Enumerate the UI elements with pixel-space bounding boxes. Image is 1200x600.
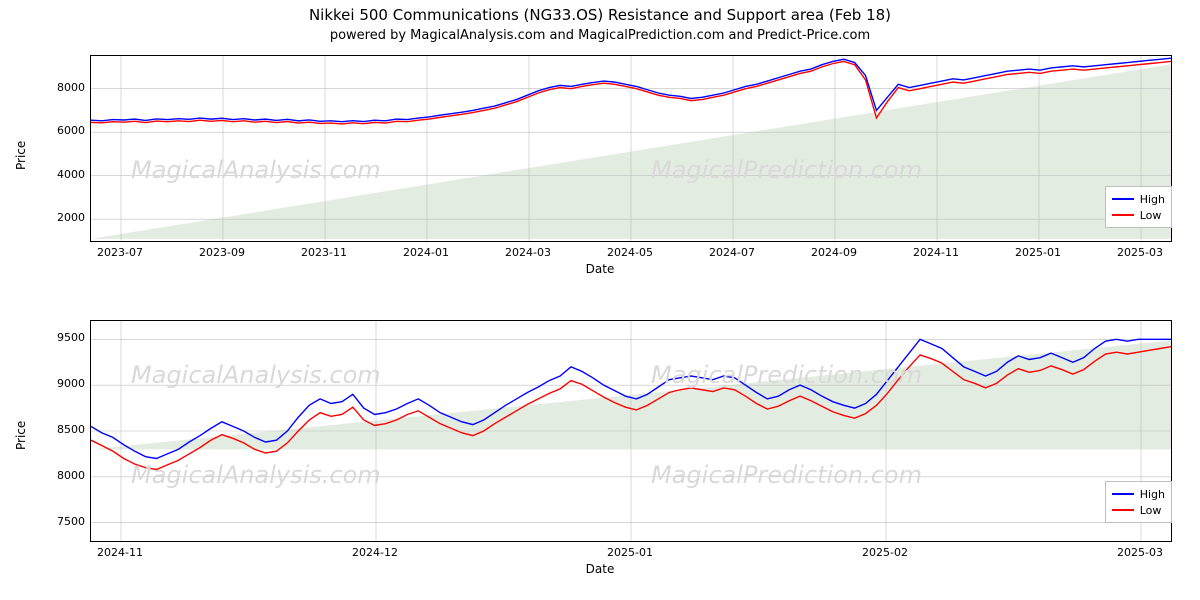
top-chart-xlabel: Date [0, 262, 1200, 276]
xtick-label: 2024-07 [709, 246, 755, 259]
chart-title: Nikkei 500 Communications (NG33.OS) Resi… [0, 6, 1200, 24]
legend-swatch-high [1112, 493, 1134, 495]
ytick-label: 2000 [5, 211, 85, 224]
legend-label-high: High [1140, 193, 1165, 206]
xtick-label: 2025-01 [1015, 246, 1061, 259]
legend-row-low: Low [1112, 502, 1165, 518]
ytick-label: 7500 [5, 515, 85, 528]
ytick-label: 8000 [5, 81, 85, 94]
ytick-label: 8500 [5, 423, 85, 436]
ytick-label: 6000 [5, 124, 85, 137]
legend-swatch-low [1112, 509, 1134, 511]
bottom-chart-panel: High Low MagicalAnalysis.com MagicalPred… [90, 320, 1172, 542]
xtick-label: 2024-09 [811, 246, 857, 259]
bottom-chart-svg [91, 321, 1171, 541]
figure: Nikkei 500 Communications (NG33.OS) Resi… [0, 0, 1200, 600]
ytick-label: 9000 [5, 377, 85, 390]
legend-swatch-low [1112, 214, 1134, 216]
top-chart-svg [91, 56, 1171, 241]
xtick-label: 2025-03 [1117, 546, 1163, 559]
legend-row-low: Low [1112, 207, 1165, 223]
xtick-label: 2024-01 [403, 246, 449, 259]
xtick-label: 2025-02 [862, 546, 908, 559]
xtick-label: 2024-12 [352, 546, 398, 559]
legend-label-high: High [1140, 488, 1165, 501]
xtick-label: 2024-03 [505, 246, 551, 259]
xtick-label: 2023-07 [97, 246, 143, 259]
top-chart-ylabel: Price [14, 141, 28, 170]
bottom-chart-legend: High Low [1105, 481, 1172, 523]
legend-swatch-high [1112, 198, 1134, 200]
legend-label-low: Low [1140, 504, 1162, 517]
top-chart-panel: High Low MagicalAnalysis.com MagicalPred… [90, 55, 1172, 242]
legend-row-high: High [1112, 191, 1165, 207]
xtick-label: 2025-01 [607, 546, 653, 559]
legend-label-low: Low [1140, 209, 1162, 222]
xtick-label: 2023-09 [199, 246, 245, 259]
ytick-label: 4000 [5, 168, 85, 181]
ytick-label: 9500 [5, 331, 85, 344]
legend-row-high: High [1112, 486, 1165, 502]
xtick-label: 2024-05 [607, 246, 653, 259]
chart-subtitle: powered by MagicalAnalysis.com and Magic… [0, 28, 1200, 43]
xtick-label: 2023-11 [301, 246, 347, 259]
top-chart-legend: High Low [1105, 186, 1172, 228]
xtick-label: 2024-11 [97, 546, 143, 559]
xtick-label: 2025-03 [1117, 246, 1163, 259]
bottom-chart-xlabel: Date [0, 562, 1200, 576]
ytick-label: 8000 [5, 469, 85, 482]
xtick-label: 2024-11 [913, 246, 959, 259]
